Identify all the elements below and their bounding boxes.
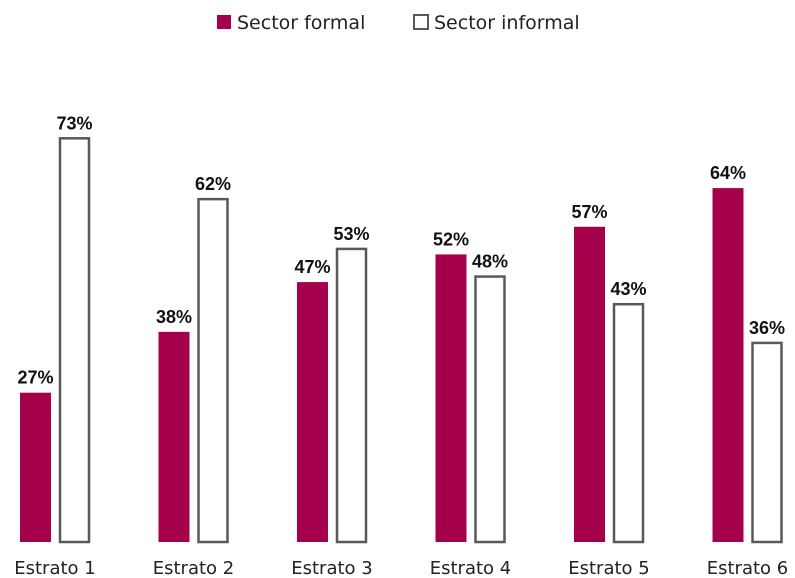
x-axis-tick-labels: Estrato 1 Estrato 2 Estrato 3 Estrato 4 Estr… [14, 558, 788, 578]
bar-sector-informal-6 [751, 341, 783, 544]
value-label-sector-informal-3: 53% [333, 224, 369, 244]
bar-sector-informal-4 [474, 275, 506, 544]
legend-swatch-sector-formal [217, 15, 231, 29]
bar-sector-informal-5 [612, 302, 645, 544]
legend-swatch-sector-informal [413, 14, 429, 30]
value-label-sector-formal-3: 47% [294, 257, 330, 277]
x-tick-label-2: Estrato 2 [153, 558, 234, 578]
value-label-sector-formal-4: 52% [433, 229, 469, 249]
bar-sector-formal-2 [158, 331, 190, 542]
bar-sector-formal-1 [20, 392, 51, 542]
value-label-sector-formal-5: 57% [571, 202, 607, 222]
value-label-sector-informal-4: 48% [472, 252, 508, 272]
value-label-sector-formal-2: 38% [156, 307, 192, 327]
bar-sector-formal-3 [297, 282, 328, 542]
x-tick-label-1: Estrato 1 [14, 558, 95, 578]
x-tick-label-5: Estrato 5 [568, 558, 649, 578]
legend-label-sector-formal: Sector formal [237, 12, 365, 34]
chart-legend: Sector formal Sector informal [217, 12, 580, 34]
x-tick-label-6: Estrato 6 [707, 558, 788, 578]
value-labels: 27% 73% 38% 62% 47%53% 52%48% 57% 43% 64% 36% [17, 113, 785, 387]
bar-sector-informal-1 [58, 137, 91, 544]
value-label-sector-formal-1: 27% [17, 368, 53, 388]
bar-sector-informal-2 [197, 197, 229, 544]
value-label-sector-formal-6: 64% [710, 163, 746, 183]
value-label-sector-informal-1: 73% [56, 113, 92, 133]
value-label-sector-informal-5: 43% [610, 279, 646, 299]
value-label-sector-informal-2: 62% [195, 174, 231, 194]
value-label-sector-informal-6: 36% [749, 318, 785, 338]
bar-sector-formal-6 [712, 188, 744, 542]
bar-group [20, 137, 783, 544]
x-tick-label-3: Estrato 3 [291, 558, 372, 578]
legend-label-sector-informal: Sector informal [434, 12, 580, 34]
bar-sector-informal-3 [335, 247, 368, 544]
x-tick-label-4: Estrato 4 [430, 558, 511, 578]
bar-sector-formal-4 [435, 254, 467, 542]
bar-sector-formal-5 [574, 226, 605, 543]
